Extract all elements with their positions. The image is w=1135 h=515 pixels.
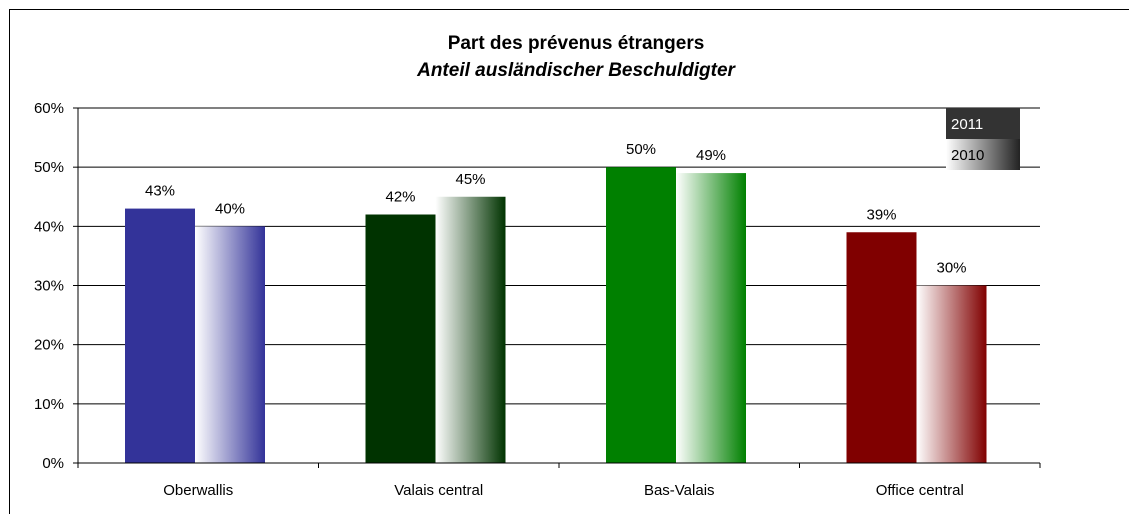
x-category-label: Office central [876, 482, 964, 499]
data-label-2011-2: 50% [626, 141, 656, 158]
chart-title: Part des prévenus étrangers [448, 33, 705, 54]
data-label-2011-1: 42% [385, 189, 415, 206]
y-tick-label: 60% [34, 100, 64, 117]
y-tick-label: 10% [34, 396, 64, 413]
bar-2011-1 [365, 214, 436, 463]
legend-swatch-2010 [946, 139, 1020, 170]
data-label-2010-3: 30% [936, 260, 966, 277]
bar-2011-0 [125, 208, 195, 463]
bar-2010-3 [916, 285, 987, 463]
axes [77, 108, 1041, 468]
x-category-label: Bas-Valais [644, 482, 715, 499]
bar-2010-1 [435, 196, 506, 463]
y-axis-ticks: 0% 10% 20% 30% 40% 50% 60% [34, 100, 78, 472]
y-tick-label: 50% [34, 159, 64, 176]
bar-2010-2 [676, 173, 746, 464]
bar-2011-2 [606, 167, 676, 463]
data-label-2011-3: 39% [866, 206, 896, 223]
x-category-label: Oberwallis [163, 482, 233, 499]
legend-label-2010: 2010 [951, 147, 984, 164]
bar-2011-3 [846, 232, 917, 463]
data-label-2010-0: 40% [215, 200, 245, 217]
data-label-2010-1: 45% [455, 171, 485, 188]
data-label-2010-2: 49% [696, 147, 726, 164]
bars [125, 167, 987, 464]
y-tick-label: 30% [34, 278, 64, 295]
x-axis-categories: Oberwallis Valais central Bas-Valais Office… [163, 482, 964, 499]
legend-swatch-2011 [946, 108, 1020, 139]
data-label-2011-0: 43% [145, 183, 175, 200]
y-tick-label: 0% [42, 455, 64, 472]
y-tick-label: 20% [34, 337, 64, 354]
bar-2010-0 [195, 226, 265, 463]
data-labels: 43% 40% 42% 45% 50% 49% 39% 30% [145, 141, 967, 276]
chart-subtitle: Anteil ausländischer Beschuldigter [416, 60, 736, 81]
legend: 2011 2010 [946, 108, 1020, 170]
legend-label-2011: 2011 [951, 116, 983, 133]
x-category-label: Valais central [394, 482, 483, 499]
chart-frame [9, 9, 1129, 514]
y-tick-label: 40% [34, 218, 64, 235]
